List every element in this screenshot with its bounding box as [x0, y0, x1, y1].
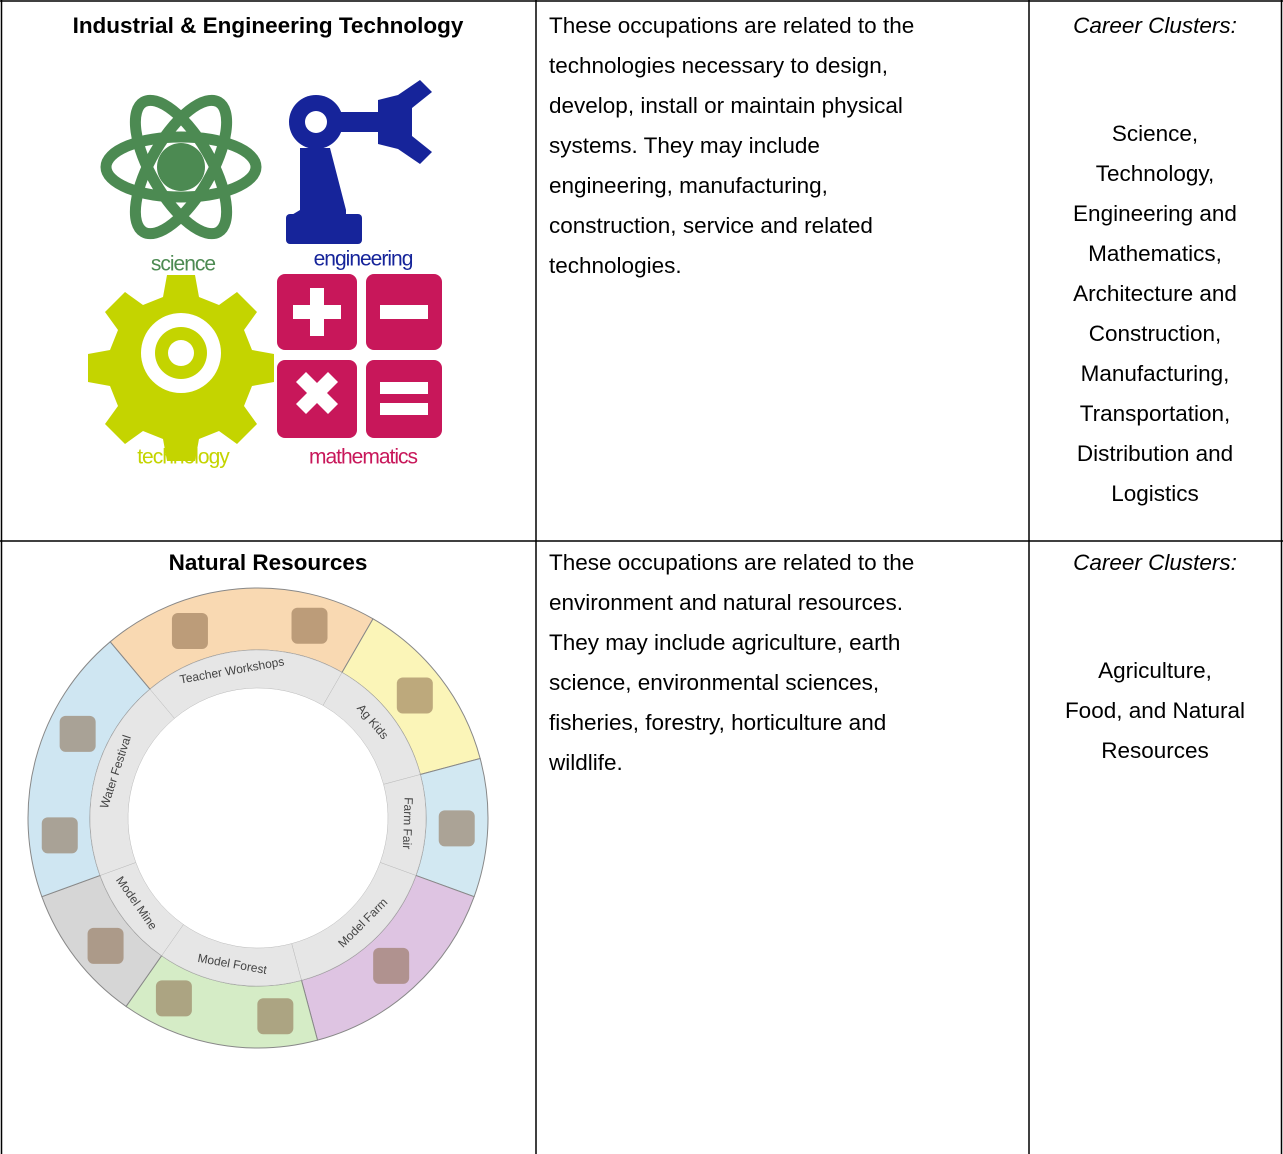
cluster-line: Logistics [1111, 481, 1199, 506]
description-line: environment and natural resources. [549, 590, 903, 615]
description-line: technologies. [549, 253, 682, 278]
wheel-label: Farm Fair [400, 797, 416, 849]
stem-icons [88, 80, 442, 461]
clusters-heading: Career Clusters: [1073, 13, 1237, 38]
cluster-line: Resources [1101, 738, 1209, 763]
icon-label: mathematics [309, 446, 418, 469]
description-line: They may include agriculture, earth [549, 630, 900, 655]
wheel-picture [396, 677, 433, 714]
wheel-picture [87, 927, 124, 964]
description-line: These occupations are related to the [549, 13, 914, 38]
wheel-picture [41, 817, 78, 854]
cluster-line: Agriculture, [1098, 658, 1212, 683]
description-line: technologies necessary to design, [549, 53, 888, 78]
icon-label: technology [137, 446, 230, 469]
description-line: construction, service and related [549, 213, 873, 238]
cluster-line: Mathematics, [1088, 241, 1222, 266]
row-title: Industrial & Engineering Technology [73, 13, 464, 38]
cluster-line: Technology, [1096, 161, 1214, 186]
wheel-picture [171, 613, 208, 650]
wheel-band [89, 688, 175, 876]
wheel-picture [373, 947, 410, 984]
cluster-line: Science, [1112, 121, 1198, 146]
icon-label: science [151, 253, 216, 276]
icon-label: engineering [314, 248, 413, 271]
description-line: These occupations are related to the [549, 550, 914, 575]
cluster-line: Construction, [1089, 321, 1222, 346]
cluster-line: Transportation, [1080, 401, 1231, 426]
description-line: develop, install or maintain physical [549, 93, 903, 118]
wheel-picture [291, 607, 328, 644]
description-line: systems. They may include [549, 133, 820, 158]
cluster-line: Engineering and [1073, 201, 1237, 226]
clusters-heading: Career Clusters: [1073, 550, 1237, 575]
wheel-picture [257, 998, 294, 1035]
cluster-line: Distribution and [1077, 441, 1233, 466]
cluster-line: Manufacturing, [1081, 361, 1230, 386]
description-line: fisheries, forestry, horticulture and [549, 710, 886, 735]
cluster-line: Food, and Natural [1065, 698, 1245, 723]
description-line: wildlife. [548, 750, 623, 775]
wheel-picture [59, 715, 96, 752]
wheel-picture [438, 810, 475, 847]
description-line: engineering, manufacturing, [549, 173, 828, 198]
wheel-picture [155, 980, 192, 1017]
cluster-line: Architecture and [1073, 281, 1237, 306]
description-line: science, environmental sciences, [549, 670, 879, 695]
row-title: Natural Resources [169, 550, 368, 575]
